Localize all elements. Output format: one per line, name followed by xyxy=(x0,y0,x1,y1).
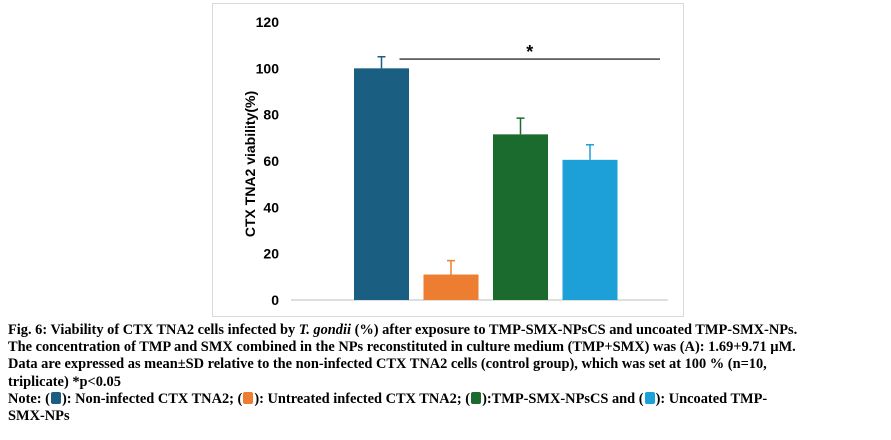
bar-3 xyxy=(493,134,548,300)
y-tick-label: 20 xyxy=(263,246,279,262)
figure-caption: Fig. 6: Viability of CTX TNA2 cells infe… xyxy=(8,322,884,425)
chart-frame: 0 20 40 60 80 100 120 CTX TNA2 viability(%) * xyxy=(212,3,684,317)
note-item-1: ): Non-infected CTX TNA2; ( xyxy=(61,390,243,407)
note-item-4: ): Uncoated TMP- xyxy=(655,390,768,407)
legend-swatch-untreated xyxy=(243,391,254,404)
note-item-3: ):TMP-SMX-NPsCS and ( xyxy=(482,390,644,407)
bar-2 xyxy=(423,274,479,300)
y-axis-title: CTX TNA2 viability(%) xyxy=(242,91,258,237)
legend-swatch-non-infected xyxy=(50,391,61,404)
caption-title-pre: Viability of CTX TNA2 cells infected by xyxy=(47,322,299,338)
bar-chart: 0 20 40 60 80 100 120 CTX TNA2 viability(%) * xyxy=(242,14,668,308)
caption-line-1: Fig. 6: Viability of CTX TNA2 cells infe… xyxy=(8,322,884,339)
y-tick-label: 80 xyxy=(263,107,279,123)
y-tick-label: 100 xyxy=(256,60,280,76)
caption-line-4: triplicate) *p<0.05 xyxy=(8,373,121,390)
caption-note-line-2: SMX-NPs xyxy=(8,408,70,425)
error-bars-group xyxy=(377,56,594,275)
legend-swatch-nps-cs xyxy=(471,391,482,404)
y-tick-label: 0 xyxy=(271,292,279,308)
bar-1 xyxy=(354,68,409,300)
y-tick-label: 60 xyxy=(263,153,279,169)
y-tick-label: 40 xyxy=(263,199,279,215)
y-axis-ticks: 0 20 40 60 80 100 120 xyxy=(256,14,280,308)
bars-group xyxy=(354,68,618,300)
caption-title-post: (%) after exposure to TMP-SMX-NPsCS and … xyxy=(351,322,798,338)
bar-4 xyxy=(562,159,618,300)
y-tick-label: 120 xyxy=(256,14,280,30)
note-item-2: ): Untreated infected CTX TNA2; ( xyxy=(254,390,471,407)
caption-line-2: The concentration of TMP and SMX combine… xyxy=(8,339,796,356)
note-prefix: Note: ( xyxy=(8,390,50,407)
caption-note: Note: ( ): Non-infected CTX TNA2; ( ): Unt… xyxy=(8,391,884,408)
legend-swatch-uncoated xyxy=(644,391,655,404)
significance-star: * xyxy=(526,42,533,62)
caption-organism: T. gondii xyxy=(298,322,351,338)
caption-fig-label: Fig. 6: xyxy=(8,322,48,338)
caption-line-3: Data are expressed as mean±SD relative t… xyxy=(8,356,767,373)
